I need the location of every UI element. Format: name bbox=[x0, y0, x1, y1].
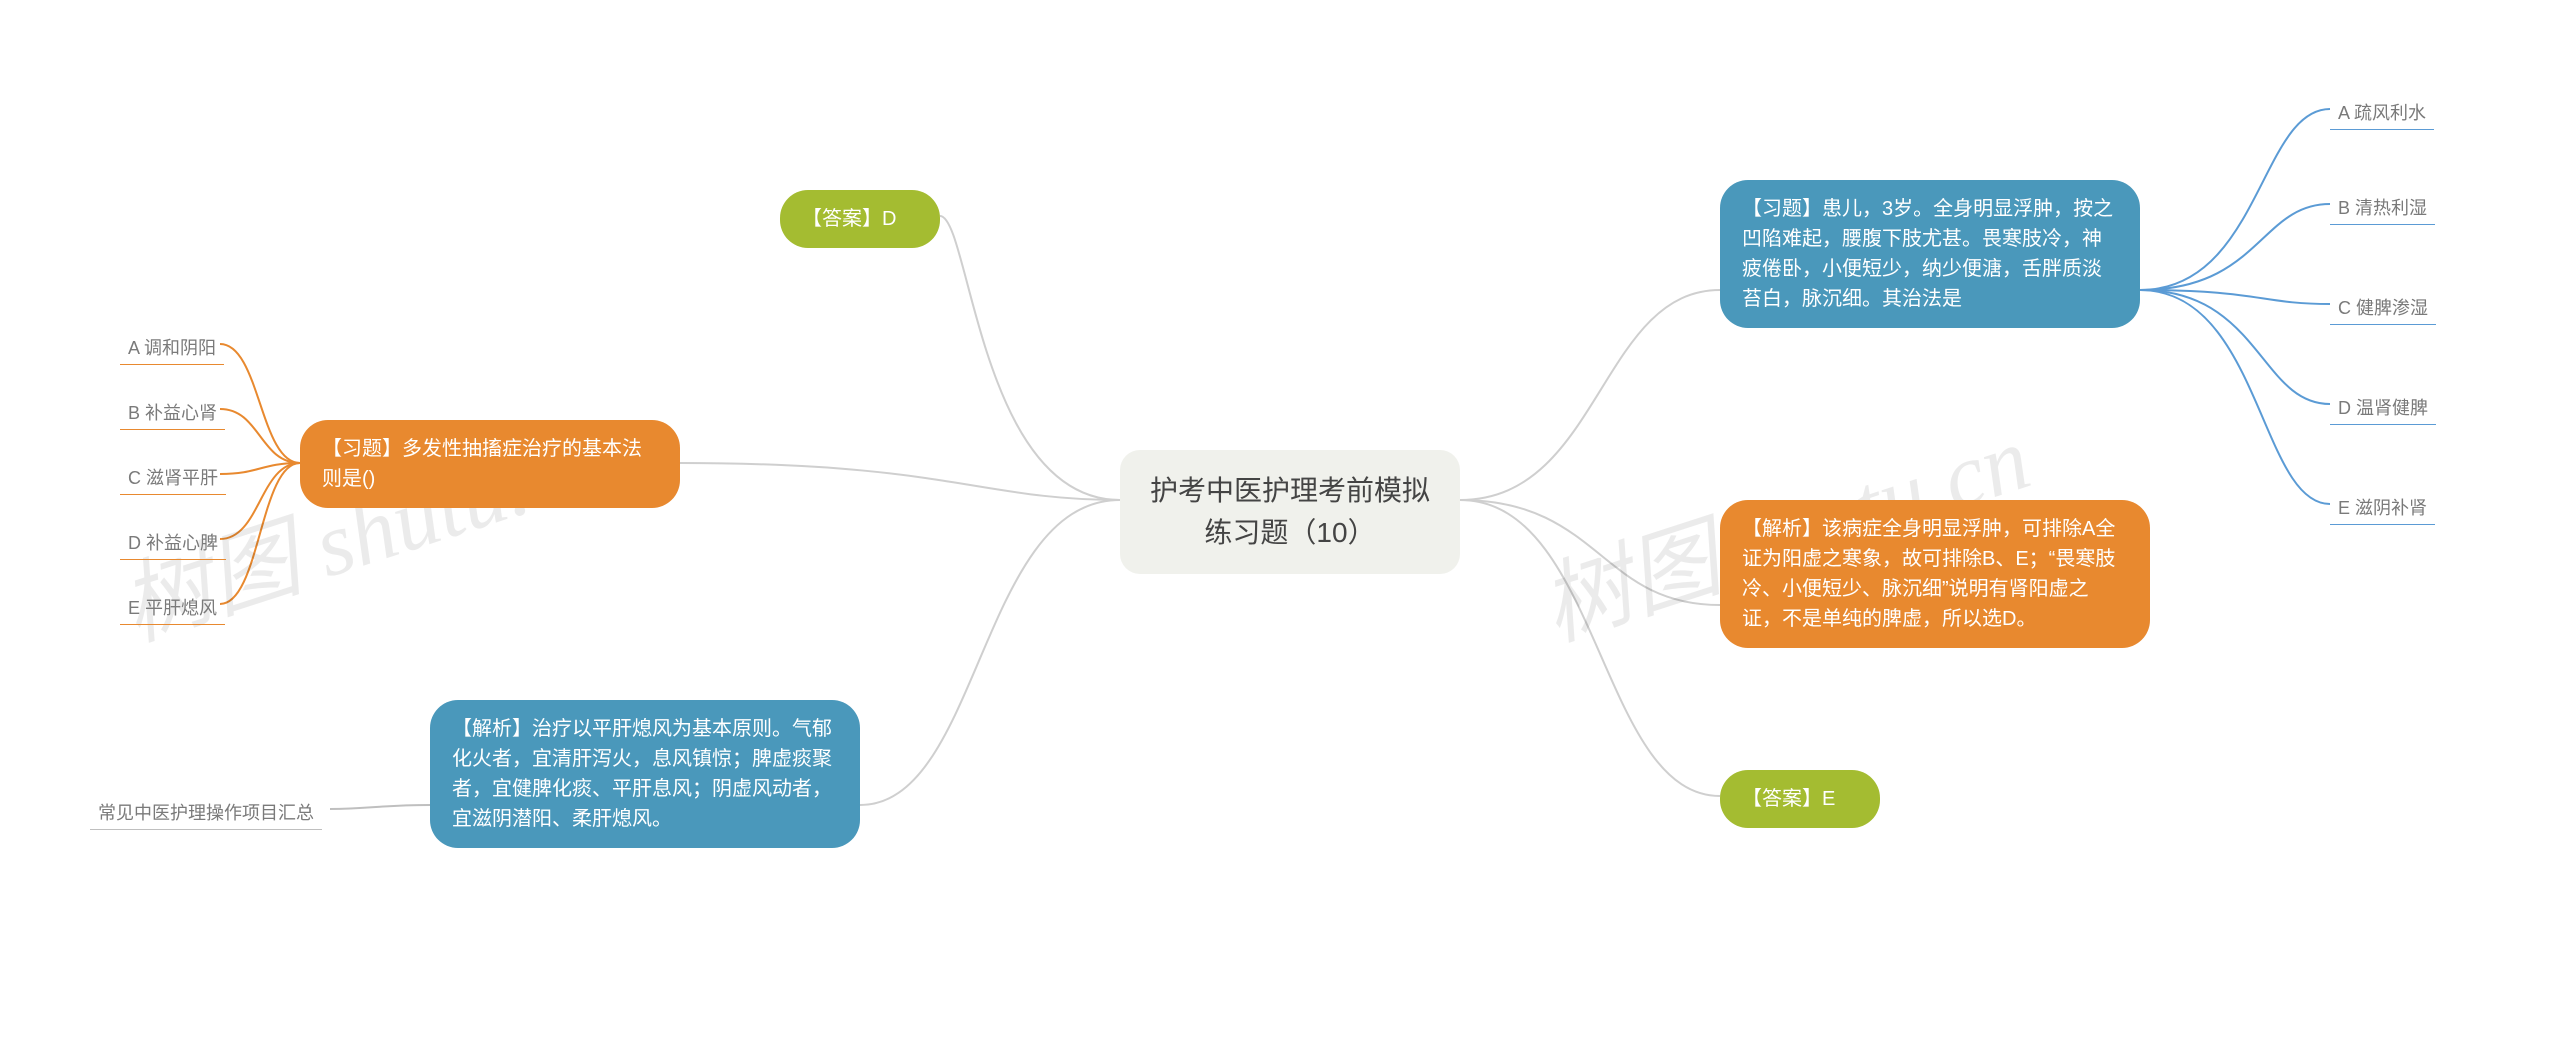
node-answer-e: 【答案】E bbox=[1720, 770, 1880, 828]
leaf-option: C 健脾渗湿 bbox=[2330, 290, 2436, 324]
leaf-option: B 清热利湿 bbox=[2330, 190, 2435, 224]
leaf-option: D 温肾健脾 bbox=[2330, 390, 2436, 424]
leaf-option: D 补益心脾 bbox=[120, 525, 226, 559]
leaf-option: 常见中医护理操作项目汇总 bbox=[90, 795, 322, 829]
node-answer-d: 【答案】D bbox=[780, 190, 940, 248]
center-node: 护考中医护理考前模拟练习题（10） bbox=[1120, 450, 1460, 574]
node-explain-child: 【解析】该病症全身明显浮肿，可排除A全证为阳虚之寒象，故可排除B、E；“畏寒肢冷… bbox=[1720, 500, 2150, 648]
leaf-option: A 疏风利水 bbox=[2330, 95, 2434, 129]
node-question-tic: 【习题】多发性抽搐症治疗的基本法则是() bbox=[300, 420, 680, 508]
leaf-option: E 滋阴补肾 bbox=[2330, 490, 2435, 524]
node-explain-tic: 【解析】治疗以平肝熄风为基本原则。气郁化火者，宜清肝泻火，息风镇惊；脾虚痰聚者，… bbox=[430, 700, 860, 848]
leaf-option: E 平肝熄风 bbox=[120, 590, 225, 624]
leaf-option: B 补益心肾 bbox=[120, 395, 225, 429]
leaf-option: A 调和阴阳 bbox=[120, 330, 224, 364]
leaf-option: C 滋肾平肝 bbox=[120, 460, 226, 494]
node-question-child: 【习题】患儿，3岁。全身明显浮肿，按之凹陷难起，腰腹下肢尤甚。畏寒肢冷，神疲倦卧… bbox=[1720, 180, 2140, 328]
